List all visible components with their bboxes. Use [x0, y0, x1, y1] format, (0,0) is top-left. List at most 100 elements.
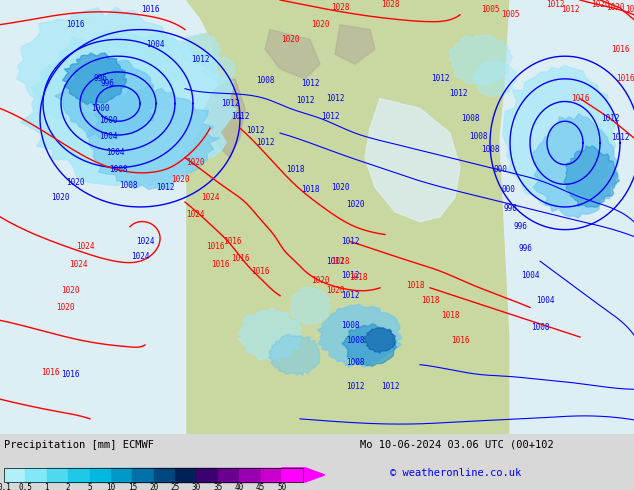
Text: 996: 996: [100, 79, 114, 88]
Text: 35: 35: [213, 484, 223, 490]
Text: 25: 25: [171, 484, 179, 490]
Text: 1004: 1004: [146, 40, 164, 49]
Text: 1008: 1008: [469, 131, 488, 141]
Text: 1008: 1008: [531, 323, 549, 332]
Polygon shape: [363, 328, 396, 353]
Text: 1016: 1016: [231, 254, 249, 263]
Text: 996: 996: [513, 222, 527, 231]
Text: Mo 10-06-2024 03.06 UTC (00+102: Mo 10-06-2024 03.06 UTC (00+102: [360, 440, 553, 450]
Text: 1016: 1016: [210, 260, 230, 269]
Text: Precipitation [mm] ECMWF: Precipitation [mm] ECMWF: [4, 440, 154, 450]
Text: 1000: 1000: [99, 116, 117, 125]
Text: 1020: 1020: [51, 193, 69, 201]
Text: 1012: 1012: [601, 114, 619, 123]
Text: 1020: 1020: [311, 20, 329, 29]
Text: 1024: 1024: [136, 237, 154, 246]
Text: 1016: 1016: [611, 45, 630, 54]
Text: 1012: 1012: [560, 5, 579, 14]
Text: 0.5: 0.5: [18, 484, 32, 490]
Text: 1005: 1005: [501, 10, 519, 19]
Text: 1024: 1024: [186, 210, 204, 220]
Polygon shape: [532, 114, 618, 218]
Polygon shape: [179, 33, 221, 64]
Polygon shape: [20, 31, 236, 188]
Bar: [197, 468, 218, 482]
Text: 1024: 1024: [68, 260, 87, 269]
Text: 1020: 1020: [56, 303, 74, 312]
Text: 45: 45: [256, 484, 265, 490]
Bar: [133, 468, 153, 482]
Text: 0.1: 0.1: [0, 484, 11, 490]
Text: 1008: 1008: [119, 181, 137, 190]
Text: 1024: 1024: [131, 252, 149, 261]
Text: 1008: 1008: [340, 321, 359, 330]
Text: 1020: 1020: [346, 200, 365, 210]
Text: 1018: 1018: [441, 311, 459, 320]
Text: 1020: 1020: [591, 0, 609, 9]
Polygon shape: [185, 29, 240, 74]
Text: 1016: 1016: [66, 20, 84, 29]
Polygon shape: [89, 85, 220, 189]
Text: 1028: 1028: [331, 3, 349, 12]
Text: 000: 000: [501, 185, 515, 194]
Text: 1008: 1008: [481, 146, 499, 154]
Text: 996: 996: [518, 244, 532, 253]
Text: 1004: 1004: [99, 131, 117, 141]
Text: 996: 996: [93, 74, 107, 83]
Text: 10: 10: [107, 484, 115, 490]
Polygon shape: [290, 287, 331, 325]
FancyArrow shape: [282, 468, 325, 482]
Text: 1016: 1016: [571, 94, 589, 103]
Text: 1018: 1018: [406, 281, 424, 290]
Polygon shape: [450, 35, 512, 85]
Text: 1012: 1012: [430, 74, 450, 83]
Bar: [175, 468, 197, 482]
Text: 1012: 1012: [381, 382, 399, 391]
Text: 1020: 1020: [331, 183, 349, 192]
Text: 1004: 1004: [521, 271, 540, 280]
Text: 996: 996: [503, 204, 517, 214]
Text: 1012: 1012: [231, 112, 249, 121]
Polygon shape: [318, 304, 402, 367]
Text: 000: 000: [493, 165, 507, 174]
Text: 1012: 1012: [295, 96, 314, 105]
Text: 20: 20: [149, 484, 158, 490]
Text: 1016: 1016: [451, 336, 469, 344]
Text: 1012: 1012: [340, 237, 359, 246]
Bar: [4, 468, 25, 482]
Text: 1012: 1012: [611, 133, 630, 143]
Text: 1012: 1012: [221, 99, 239, 108]
Polygon shape: [63, 53, 126, 106]
Text: 1018: 1018: [301, 185, 320, 194]
Text: 1012: 1012: [321, 112, 339, 121]
Text: 1020: 1020: [171, 175, 190, 184]
Text: 1012: 1012: [301, 79, 320, 88]
Text: 1020: 1020: [605, 3, 624, 12]
Text: 1012: 1012: [449, 89, 467, 98]
Polygon shape: [55, 58, 157, 140]
Polygon shape: [205, 79, 245, 158]
Bar: [25, 468, 47, 482]
Bar: [4, 468, 303, 482]
Text: 1016: 1016: [61, 370, 79, 379]
Text: 1020: 1020: [281, 35, 299, 44]
Text: 1004: 1004: [106, 148, 124, 157]
Text: 1008: 1008: [461, 114, 479, 123]
Bar: [68, 468, 89, 482]
Text: 1016: 1016: [141, 5, 159, 14]
Text: 15: 15: [127, 484, 137, 490]
Text: 1018: 1018: [286, 165, 304, 174]
Text: 1012: 1012: [340, 291, 359, 300]
Text: 1018: 1018: [421, 296, 439, 305]
Text: 1008: 1008: [256, 76, 275, 85]
Text: 1012: 1012: [246, 125, 264, 135]
Polygon shape: [335, 24, 375, 64]
Polygon shape: [0, 0, 218, 237]
Text: 1020: 1020: [66, 178, 84, 187]
Text: 1012: 1012: [546, 0, 564, 9]
Text: 30: 30: [192, 484, 201, 490]
Polygon shape: [0, 0, 185, 434]
Polygon shape: [342, 324, 397, 366]
Bar: [153, 468, 175, 482]
Text: 1020: 1020: [186, 158, 204, 167]
